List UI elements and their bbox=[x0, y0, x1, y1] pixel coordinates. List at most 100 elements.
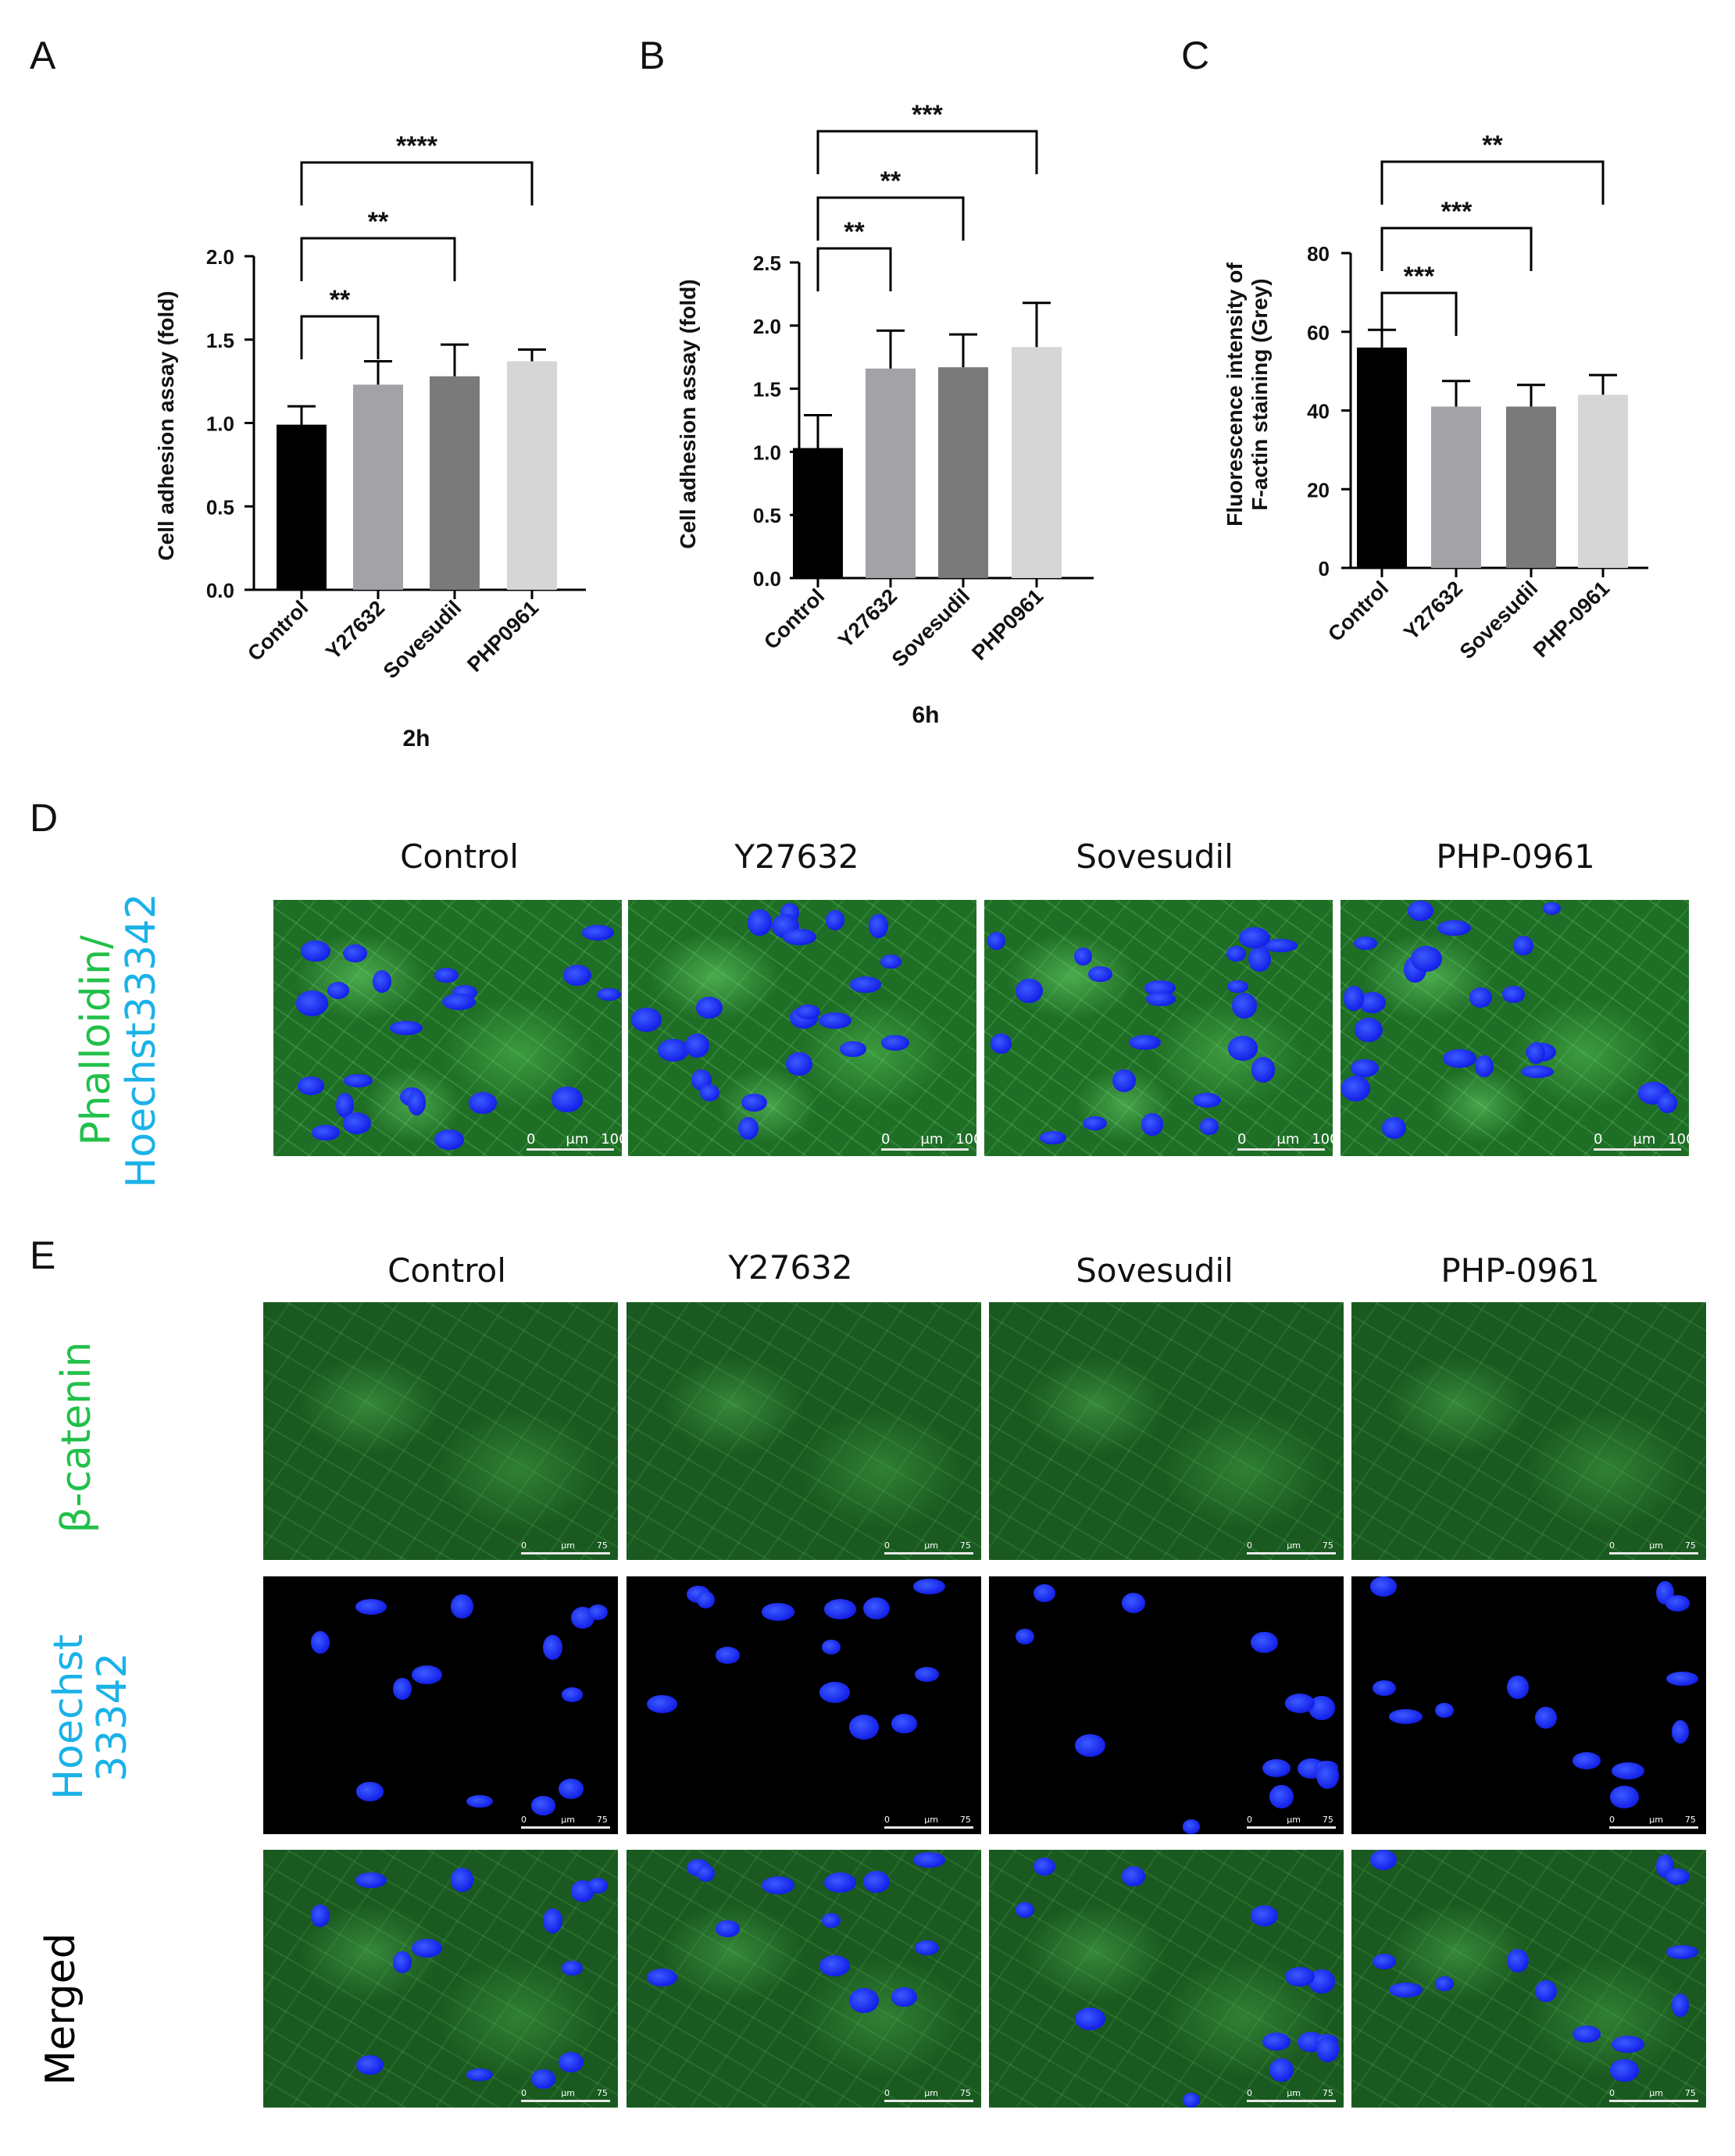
scale-bar-max-label: 75 bbox=[1322, 1540, 1333, 1551]
scale-bar bbox=[521, 1552, 610, 1555]
scale-bar bbox=[1609, 2100, 1698, 2102]
significance-bracket bbox=[1380, 291, 1458, 336]
scale-bar bbox=[881, 1148, 969, 1151]
x-tick-label-php0961: PHP0961 bbox=[462, 596, 543, 676]
bar-y27632 bbox=[1431, 406, 1481, 568]
d-row-label-hoechst: Hoechst33342 bbox=[118, 893, 165, 1188]
scale-bar-max-label: 100 bbox=[601, 1131, 622, 1148]
nucleus bbox=[543, 1908, 562, 1934]
significance-label: ** bbox=[368, 207, 389, 237]
scale-bar-max-label: 75 bbox=[596, 1815, 608, 1825]
y-tick-label: 20 bbox=[1307, 478, 1330, 502]
nucleus bbox=[748, 909, 773, 936]
bar-control bbox=[1357, 347, 1407, 568]
nucleus bbox=[823, 1872, 856, 1893]
nucleus bbox=[821, 1913, 841, 1929]
nucleus bbox=[1388, 1708, 1423, 1725]
d-column-y27632: Y27632 bbox=[734, 837, 859, 876]
nucleus bbox=[407, 1089, 426, 1115]
bar-y27632 bbox=[353, 384, 403, 590]
nucleus bbox=[761, 1603, 794, 1621]
y-axis-title: Fluorescence intensity of bbox=[1223, 262, 1247, 527]
nucleus bbox=[1285, 1967, 1316, 1987]
significance-label: *** bbox=[912, 100, 943, 130]
scale-bar bbox=[1237, 1148, 1325, 1151]
scale-bar-zero-label: 0 bbox=[1594, 1131, 1603, 1148]
nucleus bbox=[1610, 1786, 1639, 1808]
nucleus bbox=[295, 991, 329, 1017]
scale-bar-max-label: 100 bbox=[1668, 1131, 1689, 1148]
nucleus bbox=[1128, 1034, 1161, 1051]
scale-bar-zero-label: 0 bbox=[881, 1131, 891, 1148]
scale-bar-unit-label: μm bbox=[1649, 1815, 1664, 1825]
nucleus bbox=[450, 1867, 474, 1892]
e-row-label-merged-line: Merged bbox=[37, 1933, 84, 2086]
y-axis-title: Cell adhesion assay (fold) bbox=[676, 279, 700, 548]
e-column-control: Control bbox=[387, 1251, 506, 1290]
nucleus bbox=[1016, 1901, 1035, 1918]
bar-y27632 bbox=[866, 368, 916, 578]
nucleus bbox=[715, 1647, 741, 1665]
nucleus bbox=[1082, 1115, 1108, 1130]
nucleus bbox=[552, 1087, 583, 1112]
bar-chart-a: 0.0 0.5 1.0 1.5 2.0 Control Y27632SovesudilPHP… bbox=[154, 131, 586, 751]
nucleus bbox=[597, 987, 621, 1001]
scale-bar bbox=[1594, 1148, 1681, 1151]
e-column-y27632: Y27632 bbox=[728, 1248, 853, 1287]
nucleus bbox=[630, 1008, 662, 1032]
nucleus bbox=[1535, 1706, 1557, 1729]
y-tick-label: 1.5 bbox=[206, 329, 234, 352]
e-image-row1-sovesudil: 0 μm 75 bbox=[989, 1576, 1344, 1834]
nucleus bbox=[647, 1968, 677, 1987]
nucleus bbox=[1033, 1857, 1056, 1876]
nucleus bbox=[697, 1865, 716, 1883]
scale-bar-zero-label: 0 bbox=[1247, 1815, 1252, 1825]
e-image-row2-control: 0 μm 75 bbox=[263, 1850, 618, 2108]
nucleus bbox=[1610, 2059, 1639, 2082]
bar-control bbox=[793, 448, 843, 578]
nucleus bbox=[1437, 920, 1472, 937]
scale-bar bbox=[1247, 1826, 1336, 1829]
nucleus bbox=[891, 1986, 917, 2008]
scale-bar bbox=[521, 1826, 610, 1829]
bar-php0961 bbox=[507, 361, 557, 590]
significance-label: *** bbox=[1441, 197, 1473, 227]
nucleus bbox=[588, 1605, 609, 1621]
x-tick-label-control: Control bbox=[759, 584, 829, 654]
nucleus bbox=[1016, 1628, 1035, 1644]
significance-bracket bbox=[1380, 160, 1605, 205]
scale-bar-max-label: 75 bbox=[959, 2088, 971, 2098]
nucleus bbox=[1316, 2036, 1339, 2062]
significance-label: ** bbox=[330, 285, 351, 315]
nucleus bbox=[869, 913, 889, 938]
significance-bracket bbox=[300, 315, 380, 359]
nucleus bbox=[450, 1594, 474, 1619]
scale-bar-unit-label: μm bbox=[561, 1540, 576, 1551]
nucleus bbox=[412, 1938, 443, 1958]
scale-bar-zero-label: 0 bbox=[1237, 1131, 1247, 1148]
nucleus bbox=[1239, 927, 1271, 949]
nucleus bbox=[715, 1920, 741, 1938]
bar-php0961 bbox=[1012, 347, 1062, 578]
scale-bar bbox=[884, 1826, 973, 1829]
scale-bar-zero-label: 0 bbox=[884, 2088, 890, 2098]
nucleus bbox=[1269, 2058, 1294, 2083]
scale-bar-zero-label: 0 bbox=[1609, 1815, 1615, 1825]
bar-control bbox=[277, 424, 327, 590]
nucleus bbox=[373, 969, 392, 993]
nucleus bbox=[297, 1076, 324, 1095]
nucleus bbox=[344, 1073, 373, 1087]
nucleus bbox=[1232, 992, 1258, 1019]
d-image-sovesudil: 0 μm 100 bbox=[984, 900, 1333, 1156]
panel-letter-c: C bbox=[1181, 34, 1210, 77]
scale-bar-zero-label: 0 bbox=[521, 1815, 527, 1825]
nucleus bbox=[531, 1796, 555, 1815]
nucleus bbox=[1199, 1117, 1219, 1135]
scale-bar-unit-label: μm bbox=[566, 1131, 589, 1148]
nucleus bbox=[1262, 2033, 1291, 2051]
nucleus bbox=[849, 976, 882, 994]
nucleus bbox=[1507, 1948, 1529, 1972]
nucleus bbox=[1226, 946, 1246, 962]
y-tick-label: 40 bbox=[1307, 400, 1330, 423]
